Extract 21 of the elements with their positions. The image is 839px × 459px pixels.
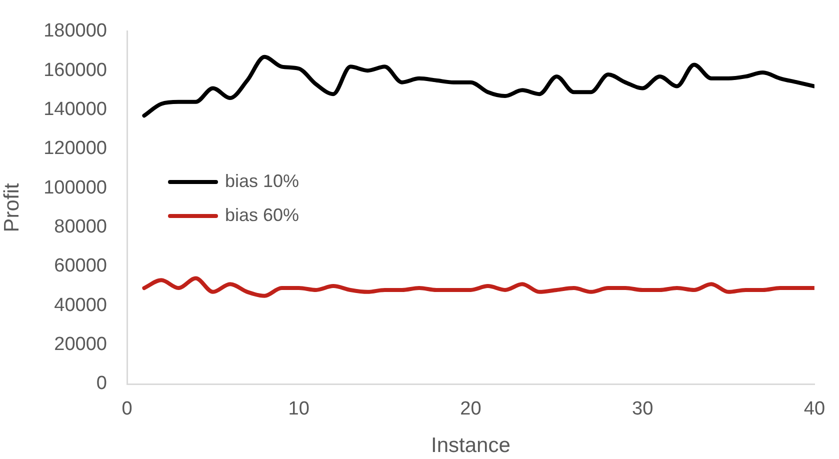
x-tick-label: 30 [632,398,654,420]
legend-label: bias 60% [225,204,300,225]
x-tick-label: 10 [288,398,310,420]
y-axis-title: Profit [0,183,24,232]
y-tick-label: 80000 [54,216,107,238]
x-tick-label: 40 [804,398,826,420]
legend-label: bias 10% [225,170,300,191]
x-axis-title: Instance [431,434,510,458]
y-tick-label: 160000 [44,60,107,81]
line-series [142,276,814,298]
y-tick-label: 180000 [44,20,107,42]
y-tick-label: 140000 [44,98,107,120]
y-tick-label: 120000 [44,138,107,160]
y-tick-label: 100000 [44,177,107,198]
x-tick-label: 0 [122,398,132,420]
y-tick-label: 20000 [54,334,107,356]
line-series [142,54,814,118]
y-tick-label: 0 [96,373,107,394]
x-tick-label: 20 [460,398,482,420]
y-tick-label: 60000 [54,256,107,277]
y-tick-label: 40000 [54,294,107,316]
